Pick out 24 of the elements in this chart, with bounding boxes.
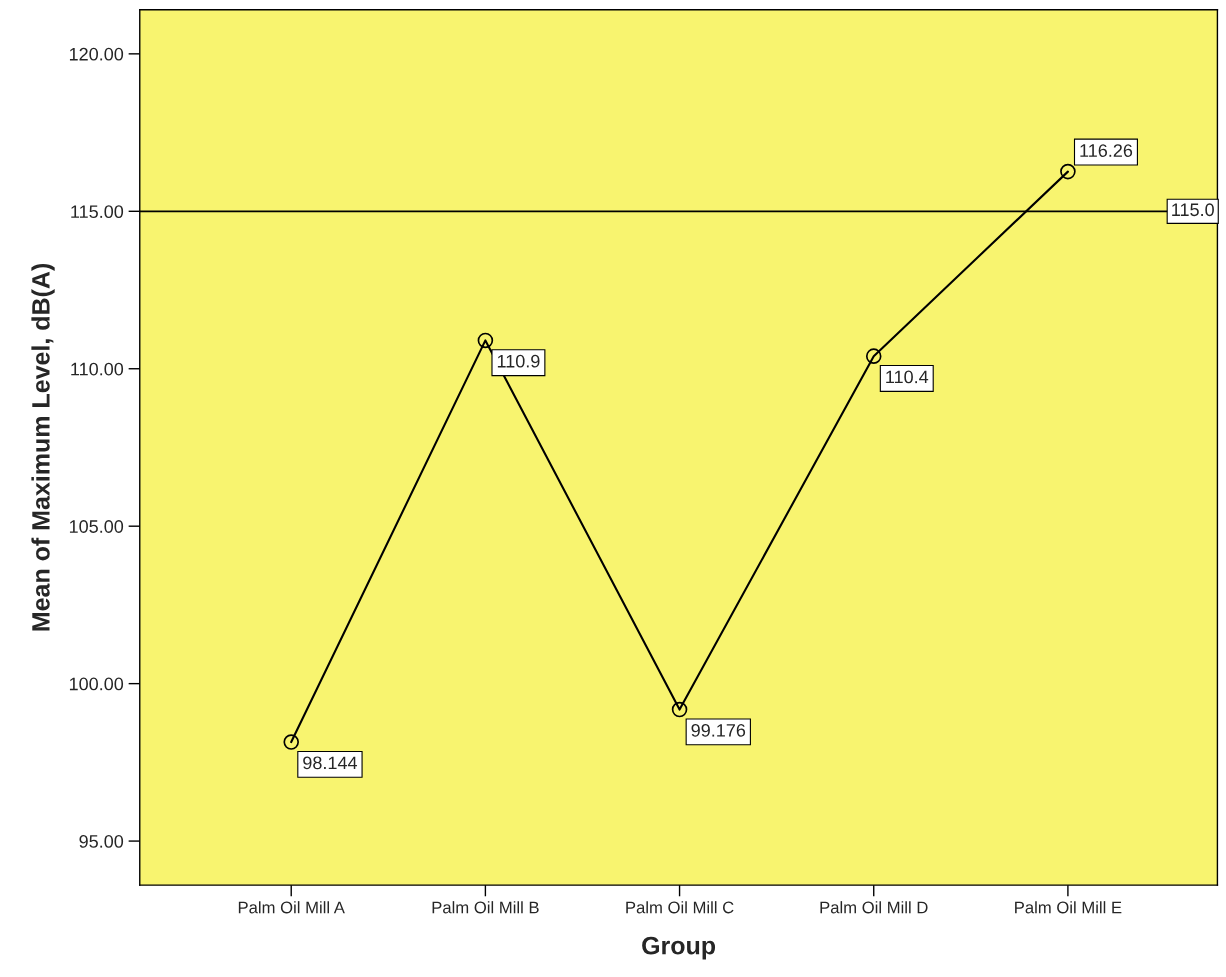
- y-tick-label: 105.00: [69, 520, 124, 533]
- data-label: 98.144: [303, 756, 358, 770]
- y-tick-label: 95.00: [79, 835, 124, 848]
- y-tick-label: 100.00: [69, 677, 124, 691]
- x-tick-label: Palm Oil Mill E: [1015, 901, 1122, 914]
- x-tick-label: Palm Oil Mill C: [626, 901, 734, 914]
- data-label: 116.26: [1080, 144, 1133, 157]
- point: [283, 734, 299, 750]
- data-label: 110.9: [497, 354, 540, 368]
- point: [865, 348, 882, 364]
- point: [1060, 163, 1076, 180]
- ref-line-label: 115.0: [1172, 203, 1214, 217]
- data-label: 99.176: [691, 723, 746, 737]
- x-tick-label: Palm Oil Mill A: [238, 901, 345, 914]
- point: [477, 332, 494, 349]
- x-tick-label: Palm Oil Mill D: [820, 901, 928, 914]
- data-label: 110.4: [886, 370, 929, 384]
- point: [671, 701, 688, 718]
- y-tick-label: 120.00: [69, 47, 124, 61]
- x-tick-label: Palm Oil Mill B: [432, 901, 539, 914]
- y-tick-label: 110.00: [71, 362, 124, 376]
- y-axis-title: Mean of Maximum Level, dB(A): [31, 263, 55, 631]
- y-tick-label: 115.00: [71, 205, 124, 219]
- x-axis-title: Group: [642, 936, 716, 960]
